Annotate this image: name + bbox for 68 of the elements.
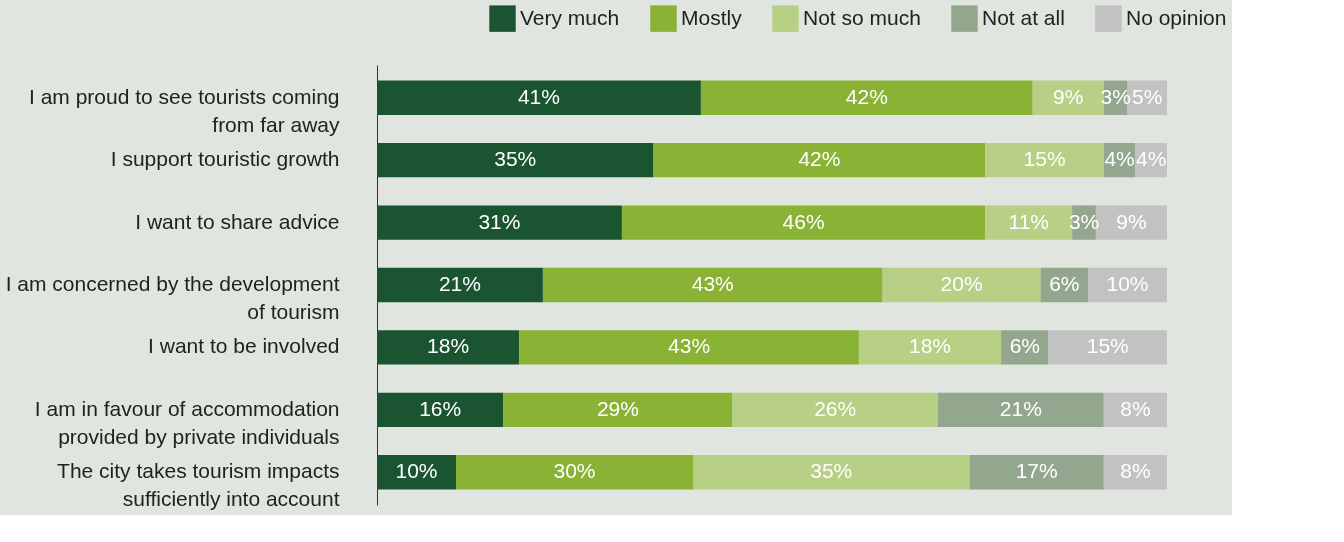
y-tick-label: The city takes tourism impacts sufficiently into account bbox=[57, 459, 340, 511]
legend-label: Not so much bbox=[803, 5, 921, 29]
data-label: 9% bbox=[1053, 84, 1084, 108]
legend-label: Mostly bbox=[681, 5, 743, 29]
bar bbox=[700, 80, 1033, 115]
data-label: 15% bbox=[1086, 334, 1129, 358]
legend-label: No opinion bbox=[1126, 5, 1227, 29]
bar bbox=[858, 330, 1002, 365]
data-label: 35% bbox=[494, 147, 537, 171]
data-label: 18% bbox=[908, 334, 952, 358]
y-tick-label: I support touristic growth bbox=[110, 147, 340, 171]
y-tick-label: I want to be involved bbox=[148, 334, 340, 358]
data-label: 9% bbox=[1116, 209, 1147, 233]
y-tick-label: I am proud to see tourists coming from far away bbox=[29, 84, 340, 136]
data-label: 30% bbox=[553, 459, 596, 483]
bar bbox=[377, 143, 654, 178]
data-label: 17% bbox=[1015, 459, 1058, 483]
data-label: 43% bbox=[668, 334, 711, 358]
bar bbox=[542, 267, 883, 303]
bar bbox=[377, 267, 543, 303]
bar bbox=[882, 267, 1041, 303]
data-label: 6% bbox=[1049, 272, 1080, 295]
bar bbox=[693, 455, 970, 490]
bar bbox=[621, 205, 986, 240]
data-label: 43% bbox=[691, 272, 734, 295]
bar bbox=[377, 392, 504, 427]
bar bbox=[732, 392, 938, 427]
bar bbox=[377, 80, 701, 115]
data-label: 29% bbox=[596, 396, 639, 420]
data-label: 46% bbox=[782, 209, 825, 233]
legend-label: Very much bbox=[520, 5, 620, 29]
bar bbox=[653, 143, 986, 178]
data-label: 35% bbox=[810, 459, 853, 483]
y-tick-label: I am in favour of accommodation provided by private individuals bbox=[34, 396, 340, 448]
bar bbox=[377, 205, 622, 240]
bar bbox=[937, 392, 1104, 427]
data-label: 5% bbox=[1132, 84, 1163, 108]
bar bbox=[503, 392, 733, 427]
y-tick-label: I want to share advice bbox=[135, 209, 340, 233]
data-label: 18% bbox=[427, 334, 470, 358]
bar bbox=[519, 330, 859, 365]
data-label: 11% bbox=[1008, 209, 1049, 233]
data-label: 6% bbox=[1009, 334, 1040, 358]
bar bbox=[969, 455, 1104, 490]
data-label: 4% bbox=[1104, 147, 1135, 171]
bar bbox=[377, 330, 520, 365]
data-label: 10% bbox=[395, 459, 438, 483]
data-label: 8% bbox=[1120, 459, 1151, 483]
bar bbox=[1048, 330, 1167, 365]
data-label: 15% bbox=[1023, 147, 1066, 171]
bar bbox=[985, 143, 1104, 178]
data-label: 10% bbox=[1106, 272, 1149, 295]
data-label: 42% bbox=[845, 84, 888, 108]
data-label: 8% bbox=[1120, 396, 1151, 420]
data-label: 41% bbox=[517, 84, 560, 108]
data-label: 16% bbox=[419, 396, 462, 420]
data-label: 3% bbox=[1068, 209, 1100, 233]
bar bbox=[456, 455, 693, 490]
legend-label: Not at all bbox=[982, 5, 1065, 29]
data-label: 3% bbox=[1100, 84, 1131, 108]
data-label: 21% bbox=[438, 272, 481, 295]
data-label: 4% bbox=[1136, 147, 1167, 171]
data-label: 20% bbox=[940, 272, 983, 295]
data-label: 31% bbox=[478, 209, 521, 233]
y-tick-label: I am concerned by the development of tourism bbox=[5, 272, 340, 323]
data-label: 42% bbox=[798, 147, 841, 171]
data-label: 21% bbox=[999, 396, 1042, 420]
data-label: 26% bbox=[814, 396, 857, 420]
